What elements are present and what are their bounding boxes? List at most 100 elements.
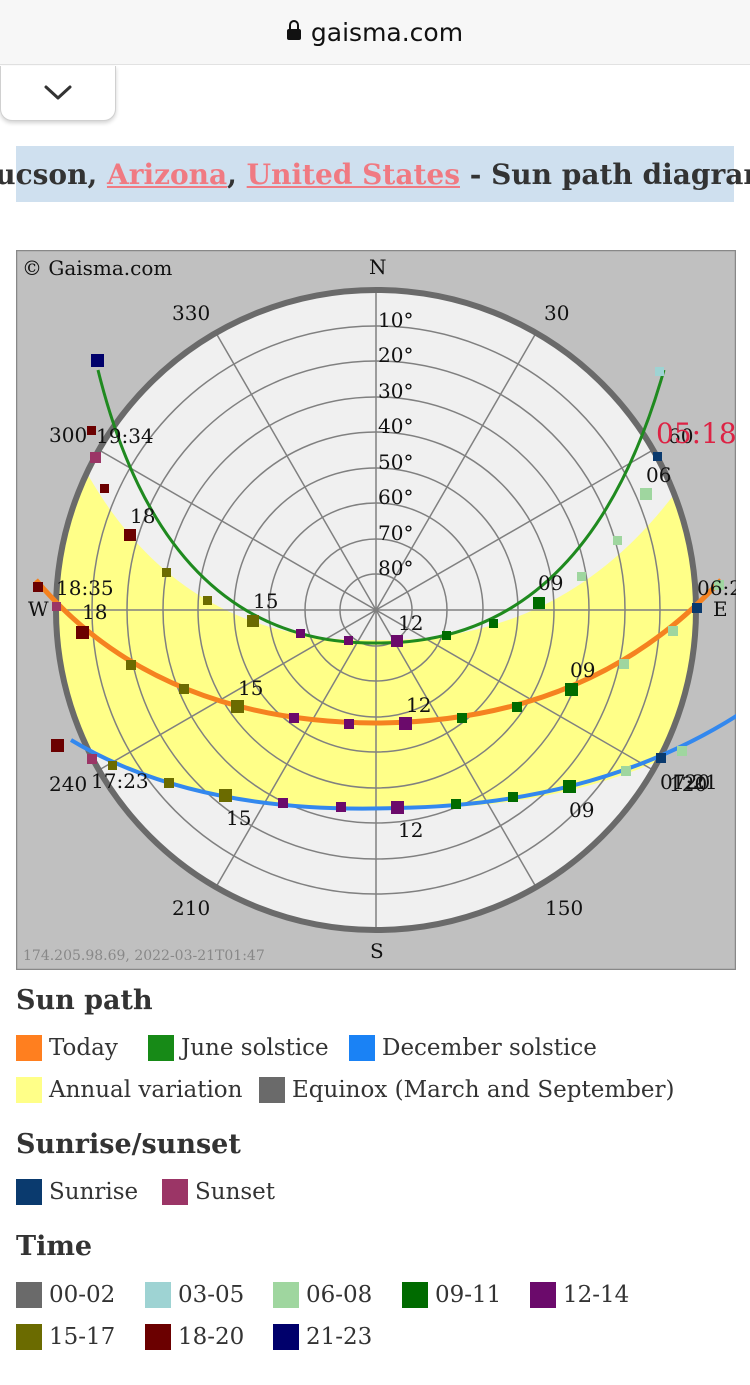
altitude-label: 70°	[378, 521, 413, 545]
hour-marker	[692, 603, 702, 613]
hour-marker	[33, 582, 43, 592]
legend-label: Equinox (March and September)	[292, 1077, 675, 1103]
time-swatch	[145, 1282, 171, 1308]
hour-marker	[336, 802, 346, 812]
hour-marker	[247, 615, 259, 627]
legend-time-00-02: 00-02	[16, 1282, 115, 1308]
time-swatch	[530, 1282, 556, 1308]
legend-sunset: Sunset	[162, 1179, 275, 1205]
hour-marker	[162, 568, 171, 577]
june-hour-label: 15	[253, 589, 278, 613]
azimuth-label: 120	[669, 772, 707, 796]
hour-marker	[640, 488, 652, 500]
azimuth-label: 300	[49, 423, 87, 447]
sunset-swatch	[162, 1179, 188, 1205]
hour-marker	[577, 572, 586, 581]
hour-marker	[451, 799, 461, 809]
june-hour-label: 09	[538, 571, 563, 595]
legend-label: 00-02	[49, 1282, 116, 1308]
june-sunrise-time: 05:18	[656, 417, 736, 450]
december-swatch	[349, 1035, 375, 1061]
legend-label: 12-14	[563, 1282, 630, 1308]
hour-marker	[203, 596, 212, 605]
compass-west: W	[28, 597, 49, 621]
hour-marker	[124, 529, 136, 541]
time-swatch	[273, 1324, 299, 1350]
legend-label: 18-20	[178, 1324, 245, 1350]
title-separator: ,	[227, 157, 237, 191]
hour-marker	[563, 780, 576, 793]
hour-marker	[100, 484, 109, 493]
december-hour-label: 15	[226, 806, 251, 830]
legend-label: June solstice	[181, 1035, 329, 1061]
hour-marker	[619, 659, 629, 669]
hour-marker	[219, 789, 232, 802]
hour-marker	[391, 801, 404, 814]
hour-marker	[289, 713, 299, 723]
legend-equinox: Equinox (March and September)	[259, 1077, 674, 1103]
equinox-swatch	[259, 1077, 285, 1103]
legend-june-solstice: June solstice	[148, 1035, 329, 1061]
legend-label: 21-23	[306, 1324, 373, 1350]
sun-path-diagram: © Gaisma.com 174.205.98.69, 2022-03-21T0…	[16, 250, 736, 970]
title-separator: ,	[87, 157, 98, 191]
azimuth-label: 240	[49, 772, 87, 796]
hour-marker	[655, 367, 664, 376]
today-path	[34, 578, 723, 726]
azimuth-label: 210	[172, 896, 210, 920]
june-hour-label: 06	[646, 463, 671, 487]
legend-time-06-08: 06-08	[273, 1282, 372, 1308]
altitude-label: 40°	[378, 414, 413, 438]
azimuth-lines	[56, 290, 696, 930]
legend-label: Sunset	[195, 1179, 276, 1205]
today-sunrise-time: 06:2	[697, 576, 736, 600]
hour-marker	[87, 426, 96, 435]
country-link[interactable]: United States	[246, 157, 460, 191]
altitude-label: 30°	[378, 379, 413, 403]
december-hour-label: 09	[569, 798, 594, 822]
legend-today: Today	[16, 1035, 118, 1061]
hour-marker	[126, 660, 136, 670]
hour-marker	[489, 619, 498, 628]
december-hour-label: 12	[398, 818, 423, 842]
hour-marker	[512, 702, 522, 712]
december-sunset-time: 17:23	[91, 769, 149, 793]
today-hour-label: 15	[238, 676, 263, 700]
hour-marker	[714, 580, 724, 590]
june-hour-label: 12	[398, 611, 423, 635]
time-swatch	[402, 1282, 428, 1308]
city-name: Tucson	[0, 157, 88, 191]
copyright-label: © Gaisma.com	[22, 256, 172, 280]
url-text: gaisma.com	[310, 17, 464, 47]
june-azimuth-label: 60	[668, 424, 693, 448]
december-sunrise-time: 07:21	[660, 770, 718, 794]
time-swatch	[16, 1324, 42, 1350]
hour-marker	[296, 629, 305, 638]
legend-label: 06-08	[306, 1282, 373, 1308]
state-link[interactable]: Arizona	[106, 157, 228, 191]
altitude-label: 60°	[378, 485, 413, 509]
hour-marker	[179, 684, 189, 694]
legend-label: 03-05	[178, 1282, 245, 1308]
legend-label: 09-11	[435, 1282, 502, 1308]
hour-marker	[668, 626, 678, 636]
compass-east: E	[713, 597, 728, 621]
time-swatch	[273, 1282, 299, 1308]
legend-sunrise: Sunrise	[16, 1179, 138, 1205]
hour-marker	[76, 626, 89, 639]
hour-marker	[677, 746, 687, 756]
legend-time-15-17: 15-17	[16, 1324, 115, 1350]
collapse-toggle-button[interactable]	[0, 66, 116, 121]
legend-label: Today	[49, 1035, 118, 1061]
footer-ip-timestamp: 174.205.98.69, 2022-03-21T01:47	[23, 948, 265, 964]
azimuth-label: 330	[172, 301, 210, 325]
lock-icon	[286, 19, 301, 40]
hour-marker	[442, 631, 451, 640]
browser-address-bar[interactable]: gaisma.com	[0, 0, 750, 65]
hour-marker	[533, 597, 545, 609]
legend-time-21-23: 21-23	[273, 1324, 372, 1350]
hour-marker	[344, 636, 353, 645]
compass-south: S	[370, 939, 384, 963]
legend-time-09-11: 09-11	[402, 1282, 501, 1308]
today-hour-markers	[33, 580, 724, 730]
